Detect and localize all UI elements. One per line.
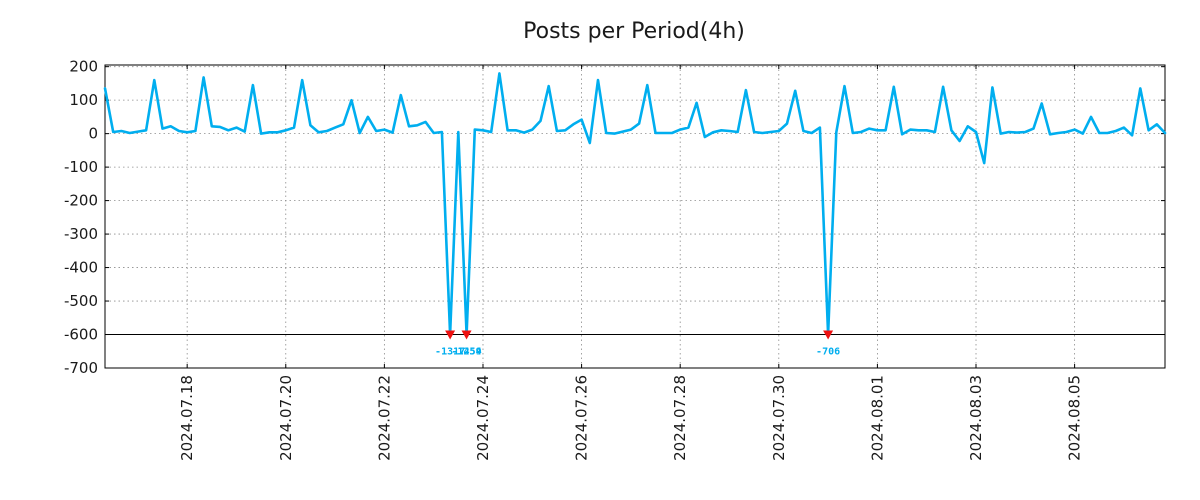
x-tick-label: 2024.07.20 xyxy=(277,375,295,461)
y-tick-label: -300 xyxy=(64,225,98,243)
y-tick-label: -400 xyxy=(64,259,98,277)
y-tick-label: -600 xyxy=(64,326,98,344)
series-line-posts xyxy=(103,72,1167,336)
chart-title: Posts per Period(4h) xyxy=(523,19,745,44)
clip-annotation-label: -1254 xyxy=(451,347,481,358)
x-tick-label: 2024.07.18 xyxy=(178,375,196,461)
plot-frame xyxy=(104,64,1166,369)
marker-layer xyxy=(445,330,834,340)
clip-marker xyxy=(461,330,472,340)
clip-marker xyxy=(823,330,834,340)
x-tick-label: 2024.08.01 xyxy=(868,375,886,461)
x-tick-label: 2024.07.24 xyxy=(474,375,492,461)
clip-marker xyxy=(445,330,456,340)
y-tick-label: -200 xyxy=(64,192,98,210)
y-tick-label: -100 xyxy=(64,158,98,176)
series-layer xyxy=(103,72,1167,336)
x-tick-label: 2024.08.03 xyxy=(967,375,985,461)
y-tick-label: 200 xyxy=(69,58,98,76)
x-tick-label: 2024.08.05 xyxy=(1066,375,1084,461)
clip-annotation-label: -706 xyxy=(816,347,840,358)
tick-layer: 200 100 0 -100 -200 -300 -400 -500 -600 -700 2024.… xyxy=(64,58,1165,461)
grid-layer xyxy=(105,65,1165,368)
y-tick-label: 100 xyxy=(69,91,98,109)
x-tick-label: 2024.07.28 xyxy=(671,375,689,461)
x-tick-label: 2024.07.26 xyxy=(573,375,591,461)
annotation-layer: -1317-1254-1459 -706 xyxy=(435,347,840,358)
x-tick-label: 2024.07.30 xyxy=(770,375,788,461)
clip-annotation-label: -1317 xyxy=(435,347,465,358)
y-tick-label: 0 xyxy=(88,125,98,143)
x-tick-label: 2024.07.22 xyxy=(375,375,393,461)
clip-annotation-label: -1459 xyxy=(451,347,481,358)
y-tick-label: -700 xyxy=(64,359,98,377)
y-tick-label: -500 xyxy=(64,292,98,310)
